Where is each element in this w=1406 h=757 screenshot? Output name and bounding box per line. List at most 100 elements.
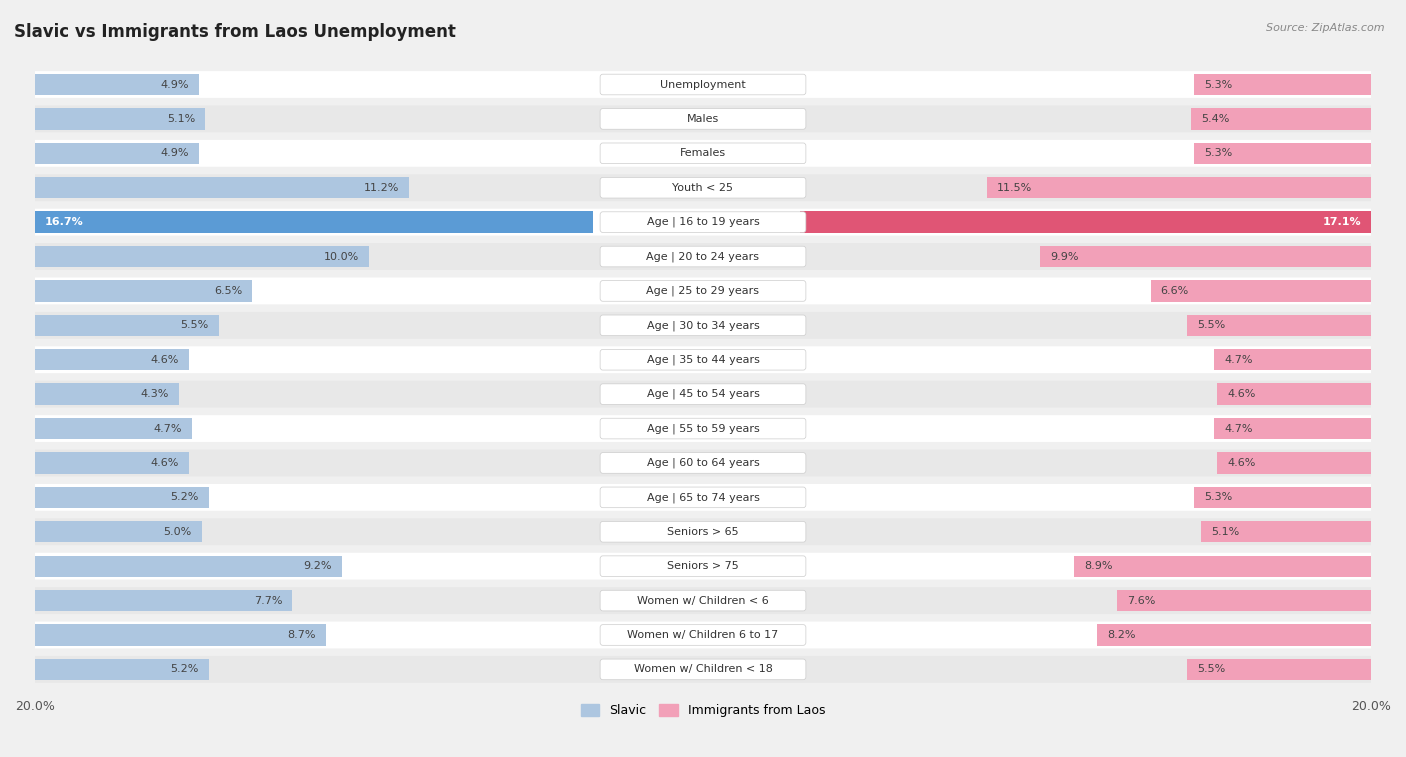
Text: Age | 45 to 54 years: Age | 45 to 54 years: [647, 389, 759, 400]
Text: Age | 16 to 19 years: Age | 16 to 19 years: [647, 217, 759, 227]
Text: Females: Females: [681, 148, 725, 158]
Bar: [35, 349, 188, 370]
Text: 5.5%: 5.5%: [1198, 320, 1226, 330]
Text: Age | 35 to 44 years: Age | 35 to 44 years: [647, 354, 759, 365]
FancyBboxPatch shape: [600, 453, 806, 473]
Bar: [35, 556, 342, 577]
Bar: [35, 211, 593, 233]
Text: Age | 20 to 24 years: Age | 20 to 24 years: [647, 251, 759, 262]
Bar: [35, 659, 208, 680]
Bar: [1194, 74, 1371, 95]
Text: 4.3%: 4.3%: [141, 389, 169, 399]
Bar: [35, 142, 198, 164]
Text: 6.5%: 6.5%: [214, 286, 242, 296]
Bar: [35, 452, 188, 474]
FancyBboxPatch shape: [35, 140, 1371, 167]
Bar: [987, 177, 1371, 198]
Text: Age | 25 to 29 years: Age | 25 to 29 years: [647, 285, 759, 296]
Text: Source: ZipAtlas.com: Source: ZipAtlas.com: [1267, 23, 1385, 33]
Text: Seniors > 65: Seniors > 65: [668, 527, 738, 537]
FancyBboxPatch shape: [35, 105, 1371, 132]
Bar: [1150, 280, 1371, 301]
Bar: [35, 74, 198, 95]
Text: 4.7%: 4.7%: [153, 424, 181, 434]
Bar: [1194, 487, 1371, 508]
Text: 4.6%: 4.6%: [1227, 389, 1256, 399]
FancyBboxPatch shape: [35, 71, 1371, 98]
Bar: [800, 211, 1371, 233]
Text: 5.3%: 5.3%: [1204, 492, 1232, 503]
Text: Women w/ Children 6 to 17: Women w/ Children 6 to 17: [627, 630, 779, 640]
Text: 8.9%: 8.9%: [1084, 561, 1112, 572]
FancyBboxPatch shape: [600, 522, 806, 542]
Bar: [35, 246, 368, 267]
Bar: [1187, 659, 1371, 680]
Bar: [35, 487, 208, 508]
Text: 17.1%: 17.1%: [1323, 217, 1361, 227]
Text: 5.0%: 5.0%: [163, 527, 193, 537]
FancyBboxPatch shape: [600, 246, 806, 267]
FancyBboxPatch shape: [600, 659, 806, 680]
FancyBboxPatch shape: [600, 143, 806, 164]
Bar: [1191, 108, 1371, 129]
Text: 5.2%: 5.2%: [170, 492, 198, 503]
FancyBboxPatch shape: [600, 418, 806, 439]
FancyBboxPatch shape: [35, 278, 1371, 304]
Text: 8.2%: 8.2%: [1107, 630, 1136, 640]
Text: 5.1%: 5.1%: [167, 114, 195, 124]
Text: 9.9%: 9.9%: [1050, 251, 1078, 261]
Bar: [35, 177, 409, 198]
Bar: [1187, 315, 1371, 336]
Text: 4.7%: 4.7%: [1225, 355, 1253, 365]
Text: 10.0%: 10.0%: [323, 251, 359, 261]
Legend: Slavic, Immigrants from Laos: Slavic, Immigrants from Laos: [575, 699, 831, 722]
Text: 5.2%: 5.2%: [170, 665, 198, 674]
Bar: [35, 280, 252, 301]
FancyBboxPatch shape: [600, 487, 806, 508]
FancyBboxPatch shape: [35, 621, 1371, 649]
Text: Age | 55 to 59 years: Age | 55 to 59 years: [647, 423, 759, 434]
Text: 16.7%: 16.7%: [45, 217, 84, 227]
Text: 4.9%: 4.9%: [160, 79, 188, 89]
Text: 9.2%: 9.2%: [304, 561, 332, 572]
Bar: [1097, 625, 1371, 646]
FancyBboxPatch shape: [35, 174, 1371, 201]
Bar: [35, 315, 219, 336]
Text: 5.1%: 5.1%: [1211, 527, 1239, 537]
FancyBboxPatch shape: [35, 243, 1371, 270]
Text: 8.7%: 8.7%: [287, 630, 315, 640]
Text: 7.7%: 7.7%: [253, 596, 283, 606]
Bar: [1040, 246, 1371, 267]
Bar: [35, 108, 205, 129]
Bar: [1218, 452, 1371, 474]
Bar: [35, 625, 326, 646]
Text: Youth < 25: Youth < 25: [672, 182, 734, 193]
Text: 6.6%: 6.6%: [1160, 286, 1189, 296]
Text: 4.6%: 4.6%: [1227, 458, 1256, 468]
Text: Slavic vs Immigrants from Laos Unemployment: Slavic vs Immigrants from Laos Unemploym…: [14, 23, 456, 41]
Text: Age | 60 to 64 years: Age | 60 to 64 years: [647, 458, 759, 469]
Bar: [35, 418, 193, 439]
Text: 4.7%: 4.7%: [1225, 424, 1253, 434]
Bar: [35, 521, 202, 543]
Bar: [1218, 384, 1371, 405]
FancyBboxPatch shape: [600, 350, 806, 370]
FancyBboxPatch shape: [35, 209, 1371, 235]
Text: 5.5%: 5.5%: [180, 320, 208, 330]
Text: 5.3%: 5.3%: [1204, 79, 1232, 89]
FancyBboxPatch shape: [35, 484, 1371, 511]
Bar: [1213, 418, 1371, 439]
Text: 5.5%: 5.5%: [1198, 665, 1226, 674]
Text: 7.6%: 7.6%: [1128, 596, 1156, 606]
FancyBboxPatch shape: [600, 556, 806, 577]
FancyBboxPatch shape: [600, 384, 806, 404]
FancyBboxPatch shape: [35, 347, 1371, 373]
FancyBboxPatch shape: [600, 108, 806, 129]
FancyBboxPatch shape: [600, 177, 806, 198]
Bar: [35, 384, 179, 405]
Text: 4.6%: 4.6%: [150, 355, 179, 365]
FancyBboxPatch shape: [600, 625, 806, 645]
FancyBboxPatch shape: [600, 281, 806, 301]
FancyBboxPatch shape: [35, 519, 1371, 545]
Text: Seniors > 75: Seniors > 75: [666, 561, 740, 572]
